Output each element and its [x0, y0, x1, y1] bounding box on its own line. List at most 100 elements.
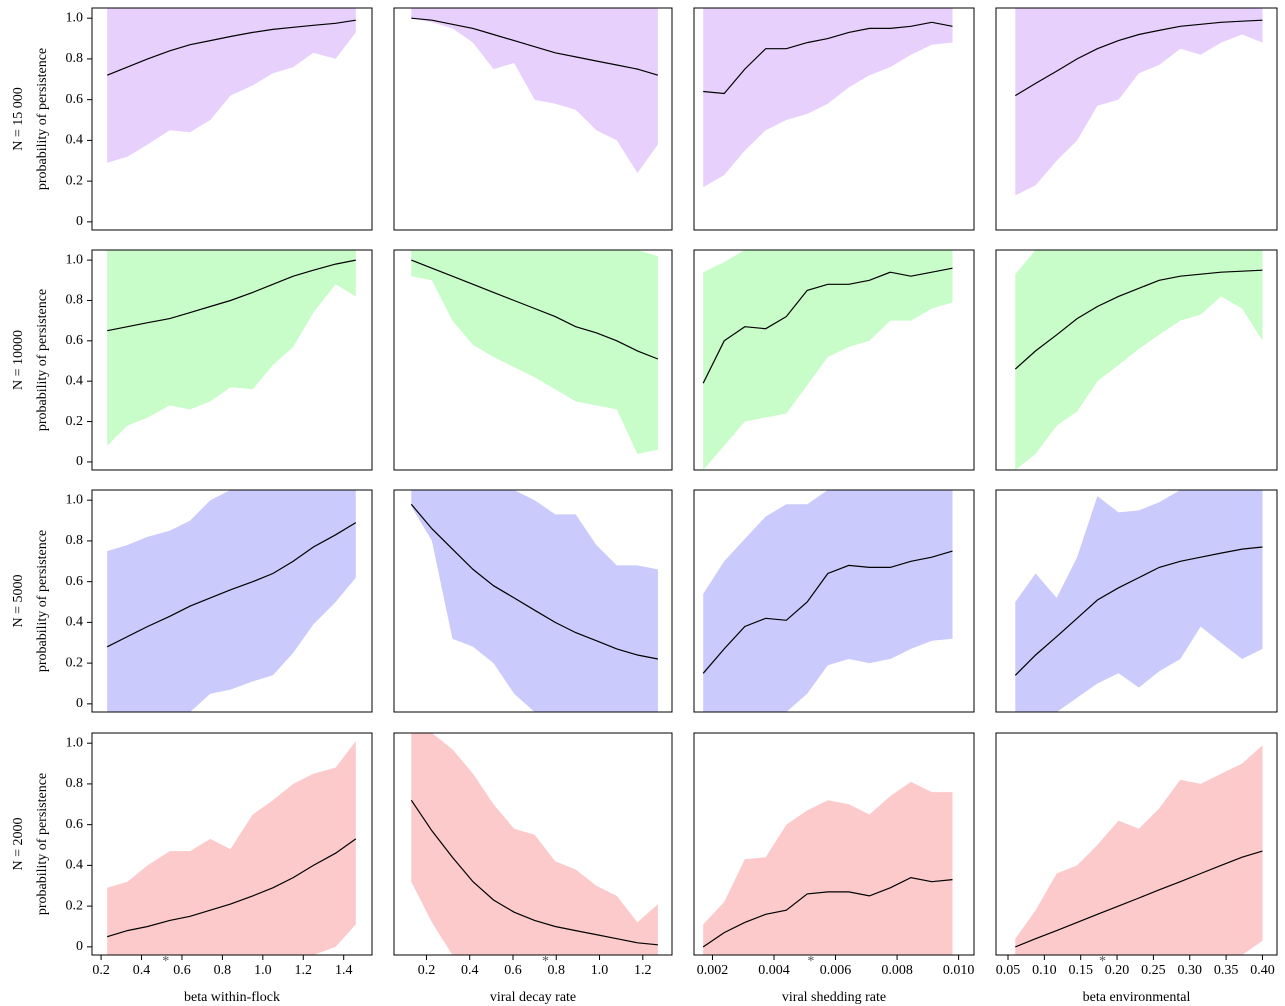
band: [703, 490, 953, 712]
band: [703, 781, 953, 955]
line: [106, 19, 356, 76]
line: [702, 876, 953, 948]
band: [703, 8, 953, 188]
y-tick-label: 0.8: [66, 293, 84, 308]
band: [411, 733, 658, 955]
y-axis-label: probability of persistence: [35, 530, 50, 672]
y-tick-label: 1.0: [66, 492, 84, 507]
row-label: N = 10000: [11, 330, 26, 390]
panel-frame: [91, 489, 373, 713]
line: [702, 267, 953, 384]
panel-frame: [693, 249, 975, 471]
panel-frame: [393, 249, 673, 471]
y-tick-label: 0.4: [66, 133, 84, 148]
x-tick-label: 0.2: [418, 963, 436, 978]
y-tick-label: 0: [76, 214, 83, 229]
y-tick-label: 0.2: [66, 173, 84, 188]
x-tick-label: 0.4: [461, 963, 479, 978]
x-tick-label: 1.0: [591, 963, 609, 978]
x-tick-label: 0.6: [173, 963, 191, 978]
x-tick-label: 0.40: [1250, 963, 1275, 978]
x-tick-label: 0.010: [943, 963, 975, 978]
y-axis-label: probability of persistence: [35, 48, 50, 190]
x-axis-label: viral decay rate: [490, 990, 576, 1005]
y-tick-label: 0.6: [66, 92, 84, 107]
annotation: *: [807, 954, 814, 969]
y-tick-label: 0.8: [66, 51, 84, 66]
y-tick-label: 0.4: [66, 858, 84, 873]
panel-frame: [393, 489, 673, 713]
x-tick-label: 1.2: [295, 963, 313, 978]
x-tick-label: 0.20: [1105, 963, 1130, 978]
line: [107, 259, 356, 332]
y-tick-label: 0: [76, 454, 83, 469]
y-tick-label: 0.4: [66, 615, 84, 630]
band: [107, 490, 356, 712]
annotation: *: [542, 954, 549, 969]
band: [1015, 490, 1263, 712]
x-tick-label: 0.002: [697, 963, 729, 978]
panel-frame: [693, 489, 975, 713]
x-tick-label: 1.2: [634, 963, 652, 978]
band: [107, 741, 356, 955]
y-tick-label: 1.0: [66, 10, 84, 25]
x-tick-label: 0.05: [996, 963, 1021, 978]
panel-frame: [91, 7, 373, 231]
y-tick-label: 1.0: [66, 252, 84, 267]
x-tick-label: 0.004: [758, 963, 790, 978]
line: [702, 550, 953, 674]
line: [1014, 19, 1263, 97]
band: [703, 250, 953, 470]
band: [1015, 745, 1263, 955]
panel-frame: [91, 249, 373, 471]
x-axis-label: beta within-flock: [184, 990, 280, 1005]
x-tick-label: 0.008: [881, 963, 913, 978]
line: [1014, 546, 1263, 676]
y-tick-label: 0.2: [66, 898, 84, 913]
x-tick-label: 0.8: [548, 963, 566, 978]
annotation: *: [162, 954, 169, 969]
x-tick-label: 0.006: [820, 963, 852, 978]
panel-frame: [91, 732, 373, 956]
x-tick-label: 0.6: [504, 963, 522, 978]
line: [411, 17, 659, 76]
band: [411, 250, 658, 454]
line: [703, 21, 953, 95]
panel-frame: [693, 7, 975, 231]
band: [107, 8, 356, 163]
x-tick-label: 1.0: [254, 963, 272, 978]
line: [410, 799, 658, 946]
y-tick-label: 0: [76, 696, 83, 711]
x-tick-label: 0.10: [1032, 963, 1057, 978]
band: [411, 490, 658, 712]
x-tick-label: 0.35: [1214, 963, 1239, 978]
line: [106, 522, 357, 648]
panel-frame: [995, 732, 1278, 956]
y-tick-label: 0.4: [66, 373, 84, 388]
y-tick-label: 0.2: [66, 655, 84, 670]
line: [410, 503, 659, 660]
y-axis-label: probability of persistence: [35, 773, 50, 915]
x-tick-label: 1.4: [335, 963, 353, 978]
y-tick-label: 1.0: [66, 735, 84, 750]
x-axis-label: beta environmental: [1083, 990, 1191, 1005]
y-tick-label: 0.6: [66, 333, 84, 348]
x-tick-label: 0.4: [133, 963, 151, 978]
panel-frame: [693, 732, 975, 956]
row-label: N = 15 000: [11, 87, 26, 151]
band: [107, 250, 356, 446]
x-tick-label: 0.15: [1068, 963, 1093, 978]
panel-frame: [995, 249, 1278, 471]
x-tick-label: 0.8: [214, 963, 232, 978]
line: [1015, 850, 1263, 948]
row-label: N = 5000: [11, 574, 26, 627]
band: [1015, 250, 1263, 470]
line: [411, 259, 659, 360]
y-tick-label: 0.6: [66, 817, 84, 832]
x-tick-label: 0.25: [1141, 963, 1166, 978]
annotation: *: [1099, 954, 1106, 969]
y-axis-label: probability of persistence: [35, 289, 50, 431]
line: [1014, 269, 1263, 370]
x-tick-label: 0.2: [92, 963, 110, 978]
